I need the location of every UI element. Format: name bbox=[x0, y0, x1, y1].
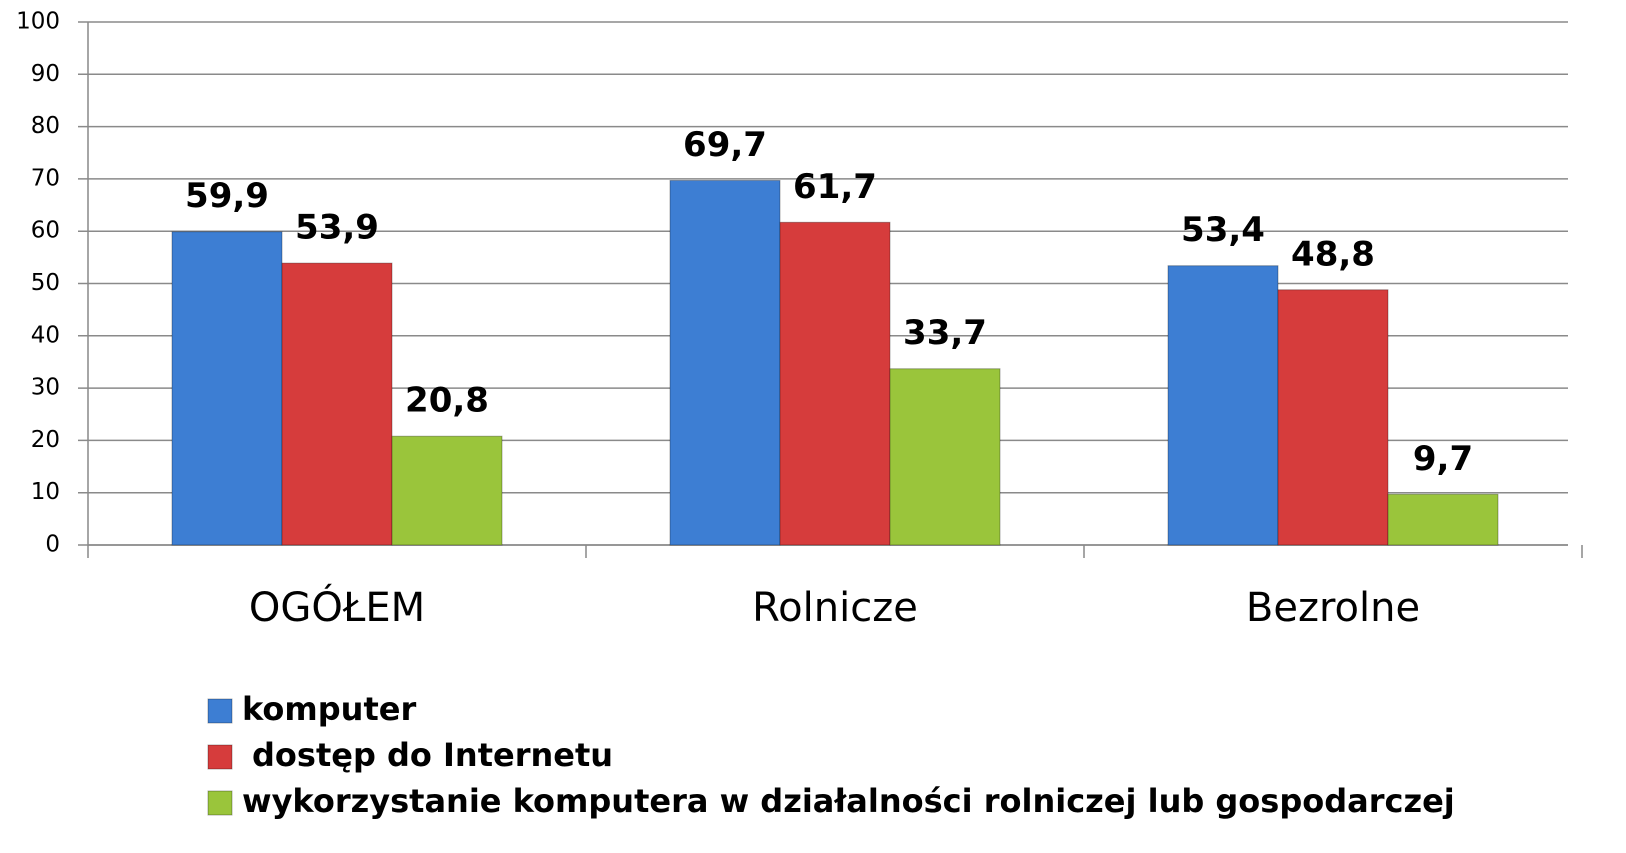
data-label: 9,7 bbox=[1413, 439, 1473, 479]
y-tick-label: 20 bbox=[31, 427, 60, 453]
y-tick-label: 10 bbox=[31, 479, 60, 505]
y-tick-label: 70 bbox=[31, 165, 60, 191]
y-tick-label: 50 bbox=[31, 270, 60, 296]
legend-label: wykorzystanie komputera w działalności r… bbox=[242, 782, 1455, 820]
bar bbox=[779, 221, 891, 546]
bar bbox=[889, 368, 1001, 546]
x-tick-label: Rolnicze bbox=[752, 585, 918, 631]
legend-label: komputer bbox=[242, 690, 416, 728]
y-tick-label: 60 bbox=[31, 218, 60, 244]
bar bbox=[1387, 493, 1499, 546]
bar bbox=[391, 435, 503, 546]
data-label: 61,7 bbox=[793, 167, 877, 207]
bar bbox=[281, 262, 393, 546]
bar bbox=[1167, 265, 1279, 546]
data-label: 59,9 bbox=[185, 176, 269, 216]
legend-swatch bbox=[207, 790, 233, 816]
legend-swatch bbox=[207, 744, 233, 770]
data-label: 53,4 bbox=[1181, 210, 1265, 250]
data-label: 48,8 bbox=[1291, 234, 1375, 274]
y-tick-label: 30 bbox=[31, 375, 60, 401]
x-tick-label: Bezrolne bbox=[1246, 585, 1420, 631]
bar bbox=[171, 231, 283, 546]
y-tick-label: 80 bbox=[31, 113, 60, 139]
data-label: 69,7 bbox=[683, 125, 767, 165]
data-label: 33,7 bbox=[903, 313, 987, 353]
y-tick-label: 100 bbox=[16, 9, 60, 35]
bar bbox=[1277, 289, 1389, 546]
legend-label: dostęp do Internetu bbox=[252, 736, 613, 774]
data-label: 20,8 bbox=[405, 381, 489, 421]
legend-swatch bbox=[207, 698, 233, 724]
y-tick-label: 90 bbox=[31, 61, 60, 87]
x-tick-label: OGÓŁEM bbox=[249, 583, 425, 631]
data-label: 53,9 bbox=[295, 208, 379, 248]
y-tick-label: 0 bbox=[45, 532, 60, 558]
bar bbox=[669, 179, 781, 546]
y-tick-label: 40 bbox=[31, 322, 60, 348]
